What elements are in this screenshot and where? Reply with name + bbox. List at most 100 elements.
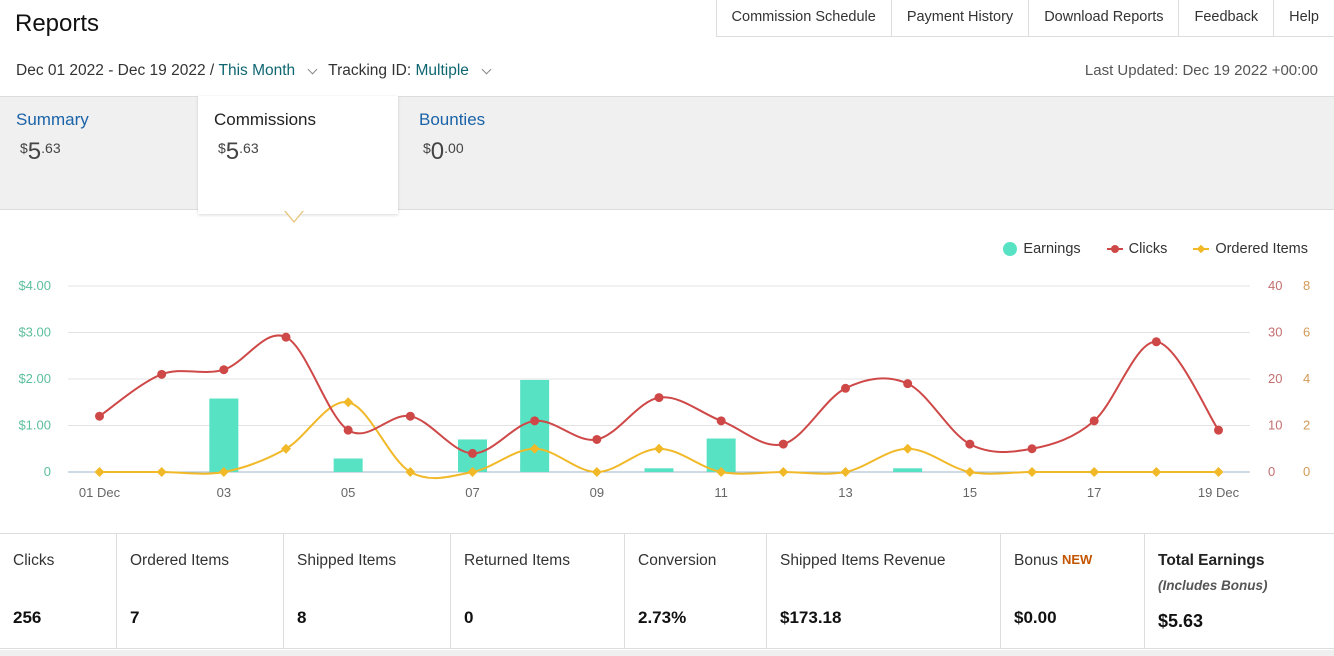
earnings-bar (520, 379, 550, 472)
period-dropdown[interactable]: This Month (218, 62, 296, 79)
y-right-clicks-tick-label: 40 (1268, 278, 1282, 293)
amount-whole: 0 (430, 138, 445, 165)
clicks-point (903, 379, 913, 389)
tab-label: Commissions (214, 110, 317, 129)
amount-cents: .63 (41, 140, 61, 156)
clicks-point (1214, 425, 1223, 435)
legend-label: Clicks (1128, 241, 1168, 257)
chevron-down-icon[interactable] (481, 64, 492, 74)
legend-earnings[interactable]: Earnings (1003, 241, 1081, 257)
tab-bounties[interactable]: Bounties $0.00 (403, 96, 603, 214)
clicks-point (343, 425, 353, 435)
y-right-items-tick-label: 6 (1303, 325, 1310, 340)
amount-whole: 5 (225, 138, 240, 165)
tab-label: Summary (16, 110, 89, 129)
clicks-point (468, 448, 477, 458)
x-tick-label: 09 (590, 485, 604, 500)
clicks-point (778, 439, 788, 449)
stat-label-text: Bonus (1014, 552, 1058, 569)
ordered-items-point (964, 467, 975, 477)
clicks-point (716, 416, 726, 426)
ordered-items-point (1213, 467, 1224, 477)
y-left-tick-label: $4.00 (18, 278, 51, 293)
amount-whole: 5 (27, 138, 42, 165)
tab-commissions[interactable]: Commissions $5.63 (198, 96, 398, 214)
stat-total-earnings: Total Earnings (Includes Bonus) $5.63 (1145, 534, 1334, 648)
nav-download-reports[interactable]: Download Reports (1029, 0, 1180, 36)
earnings-bar (706, 438, 736, 472)
clicks-point (1027, 444, 1037, 454)
clicks-point (95, 411, 104, 421)
stat-returned-items: Returned Items 0 (451, 534, 625, 648)
tab-amount: $0.00 (423, 138, 587, 166)
y-right-items-tick-label: 4 (1303, 371, 1310, 386)
ordered-items-point (654, 443, 664, 454)
y-left-tick-label: $3.00 (18, 325, 51, 340)
stat-label: Shipped Items (297, 552, 397, 569)
tab-label: Bounties (419, 110, 486, 129)
ordered-items-swatch-icon (1193, 244, 1210, 254)
currency-symbol: $ (218, 140, 226, 156)
stat-bonus: Bonus NEW $0.00 (1001, 534, 1145, 648)
clicks-point (654, 393, 664, 403)
stat-label: Returned Items (464, 552, 570, 569)
ordered-items-point (1027, 467, 1037, 477)
x-tick-label: 17 (1087, 485, 1101, 500)
stat-value: $5.63 (1158, 611, 1204, 631)
bottom-strip (0, 650, 1334, 656)
nav-payment-history[interactable]: Payment History (891, 0, 1030, 36)
currency-symbol: $ (423, 140, 431, 156)
y-right-items-tick-label: 0 (1303, 464, 1310, 479)
ordered-items-point (94, 467, 105, 477)
ordered-items-point (1089, 467, 1100, 477)
date-separator: / (205, 62, 219, 79)
tracking-id-label: Tracking ID: (328, 62, 412, 79)
stat-label: Conversion (638, 552, 717, 569)
top-nav: Commission Schedule Payment History Down… (715, 0, 1334, 37)
y-right-clicks-tick-label: 30 (1268, 325, 1282, 340)
clicks-point (965, 439, 975, 449)
clicks-point (405, 411, 415, 421)
clicks-point (157, 369, 167, 379)
nav-commission-schedule[interactable]: Commission Schedule (716, 0, 892, 36)
tracking-id-dropdown[interactable]: Multiple (415, 62, 469, 79)
stat-label: Shipped Items Revenue (780, 552, 946, 569)
clicks-point (1089, 416, 1099, 426)
ordered-items-point (1151, 467, 1162, 477)
page-title: Reports (15, 10, 100, 37)
y-right-items-tick-label: 2 (1303, 418, 1310, 433)
legend-clicks[interactable]: Clicks (1106, 241, 1168, 257)
x-tick-label: 01 Dec (79, 485, 121, 500)
ordered-items-point (716, 467, 727, 477)
chevron-down-icon[interactable] (307, 64, 318, 74)
earnings-bar (644, 468, 674, 472)
earnings-chart: 0 $1.00 $2.00 $3.00 $4.00 0 10 20 30 40 0 2 4 6 8 01 De… (18, 278, 1310, 500)
nav-feedback[interactable]: Feedback (1179, 0, 1275, 36)
legend-label: Earnings (1023, 241, 1081, 257)
stat-value: 7 (130, 608, 140, 627)
x-tick-label: 03 (217, 485, 231, 500)
stat-value: 0 (464, 608, 474, 627)
stat-value: 8 (297, 608, 307, 627)
currency-symbol: $ (20, 140, 28, 156)
filter-row: Dec 01 2022 - Dec 19 2022 / This Month T… (16, 62, 502, 80)
y-right-clicks-tick-label: 10 (1268, 418, 1282, 433)
clicks-swatch-icon (1106, 244, 1123, 254)
stat-value: 256 (13, 608, 42, 627)
ordered-items-line (99, 401, 1219, 480)
ordered-items-point (156, 467, 167, 477)
stat-clicks: Clicks 256 (0, 534, 117, 648)
last-updated: Last Updated: Dec 19 2022 +00:00 (1084, 62, 1318, 79)
legend-ordered-items[interactable]: Ordered Items (1193, 241, 1308, 257)
tab-summary[interactable]: Summary $5.63 (0, 96, 200, 214)
stat-ordered-items: Ordered Items 7 (117, 534, 284, 648)
stat-value: 2.73% (638, 608, 687, 627)
chart-legend: Earnings Clicks Ordered Items (1003, 241, 1308, 257)
ordered-items-point (529, 443, 540, 454)
stat-label: Total Earnings (1158, 552, 1265, 569)
x-tick-label: 07 (465, 485, 479, 500)
nav-help[interactable]: Help (1274, 0, 1334, 36)
legend-label: Ordered Items (1215, 241, 1308, 257)
stat-shipped-revenue: Shipped Items Revenue $173.18 (767, 534, 1001, 648)
date-range-text[interactable]: Dec 01 2022 - Dec 19 2022 (16, 62, 206, 79)
